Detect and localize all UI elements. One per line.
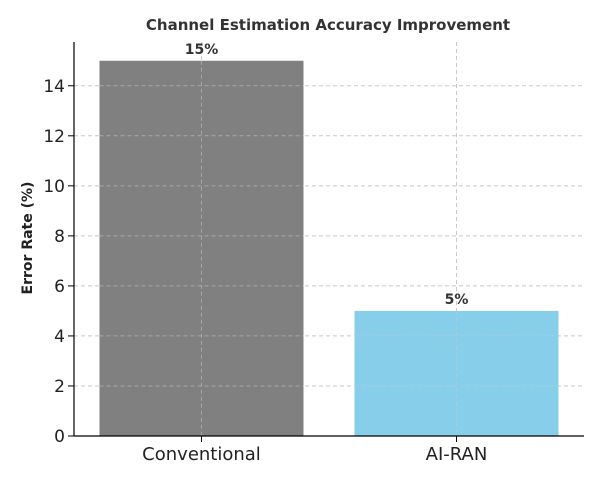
y-tick-label: 14 bbox=[43, 77, 65, 97]
labels: 0 2 4 6 8 10 12 14 15% Conventional 5% AI-RAN bbox=[43, 42, 487, 465]
y-tick-label: 6 bbox=[54, 277, 65, 297]
axes bbox=[68, 42, 584, 442]
y-tick-label: 8 bbox=[54, 227, 65, 247]
y-tick-label: 12 bbox=[43, 127, 65, 147]
y-tick-label: 0 bbox=[54, 427, 65, 447]
y-axis-label: Error Rate (%) bbox=[20, 182, 36, 295]
data-label: 15% bbox=[185, 42, 219, 58]
y-tick-label: 2 bbox=[54, 377, 65, 397]
chart-title: Channel Estimation Accuracy Improvement bbox=[146, 16, 510, 34]
x-tick-label: Conventional bbox=[142, 444, 261, 465]
y-tick-label: 4 bbox=[54, 327, 65, 347]
bar-ai-ran bbox=[354, 310, 559, 436]
bar-conventional bbox=[99, 60, 304, 437]
data-label: 5% bbox=[445, 292, 469, 308]
bars bbox=[99, 60, 559, 437]
y-tick-label: 10 bbox=[43, 177, 65, 197]
x-tick-label: AI-RAN bbox=[426, 444, 488, 465]
